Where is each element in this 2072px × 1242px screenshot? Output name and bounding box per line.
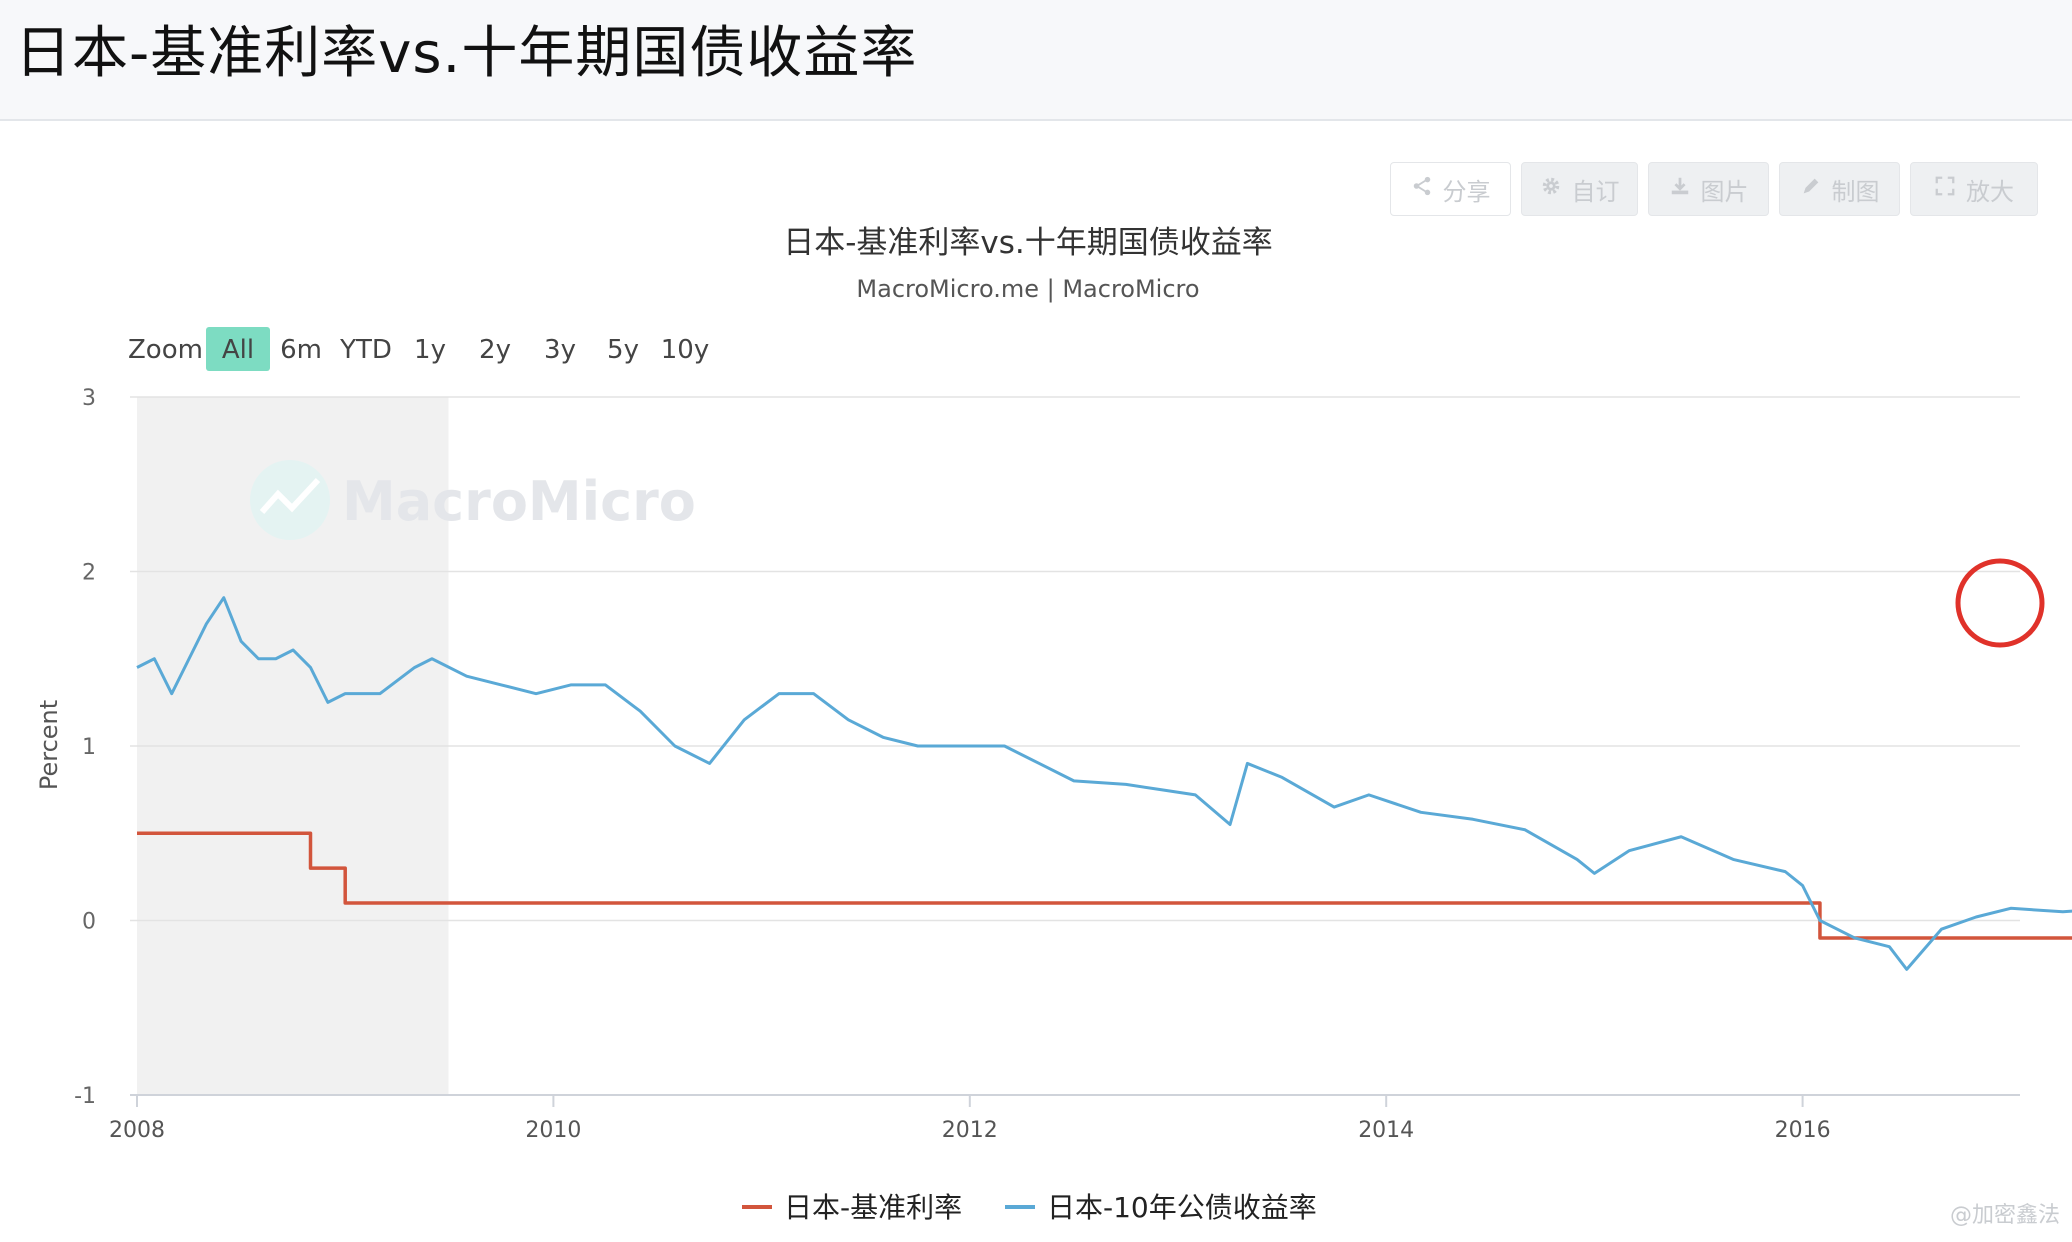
gear-icon — [1540, 175, 1562, 203]
image-button[interactable]: 图片 — [1648, 162, 1769, 216]
expand-icon — [1934, 175, 1956, 203]
zoom-option-10y[interactable]: 10y — [653, 327, 717, 371]
zoom-option-label: All — [222, 335, 254, 365]
draw-button[interactable]: 制图 — [1779, 162, 1900, 216]
y-tick-label: 0 — [82, 910, 96, 935]
series — [136, 596, 2072, 971]
series-line-0 — [137, 831, 2072, 940]
y-tick-label: 2 — [82, 561, 96, 586]
highlight-circle — [1955, 558, 2045, 648]
watermark-logo-mark — [259, 477, 321, 514]
zoom-label: Zoom — [128, 335, 203, 365]
zoom-option-3y[interactable]: 3y — [528, 327, 592, 371]
axes: -101232008201020122014201620182020202220… — [74, 386, 2020, 1143]
y-tick-label: 1 — [82, 735, 96, 760]
zoom-option-label: 5y — [607, 335, 639, 365]
legend-label: 日本-10年公债收益率 — [1047, 1191, 1317, 1224]
zoom-label: 放大 — [1966, 177, 2014, 206]
watermark-text: MacroMicro — [342, 470, 696, 533]
y-tick-label: -1 — [74, 1084, 96, 1109]
page-header: 日本-基准利率vs.十年期国债收益率 — [0, 0, 2072, 121]
zoom-option-2y[interactable]: 2y — [463, 327, 527, 371]
zoom-option-all[interactable]: All — [206, 327, 270, 371]
watermark: MacroMicro — [250, 460, 696, 540]
x-tick-label: 2008 — [109, 1118, 165, 1143]
watermark-logo-icon — [250, 460, 330, 540]
zoom-option-ytd[interactable]: YTD — [334, 327, 398, 371]
page-title: 日本-基准利率vs.十年期国债收益率 — [15, 21, 918, 86]
x-tick-label: 2014 — [1358, 1118, 1414, 1143]
customize-button[interactable]: 自订 — [1521, 162, 1638, 216]
zoom-option-label: 3y — [544, 335, 576, 365]
x-tick-label: 2012 — [942, 1118, 998, 1143]
series-line-1 — [136, 596, 2072, 971]
zoom-option-label: 10y — [661, 335, 709, 365]
legend-item-0[interactable]: 日本-基准利率 — [742, 1191, 962, 1224]
share-icon — [1411, 175, 1433, 203]
customize-label: 自订 — [1571, 177, 1620, 206]
zoom-option-label: 2y — [479, 335, 511, 365]
legend-item-1[interactable]: 日本-10年公债收益率 — [1005, 1191, 1317, 1224]
y-tick-label: 3 — [82, 386, 96, 411]
zoom-option-label: 6m — [280, 335, 322, 365]
zoom-option-bg — [206, 327, 270, 371]
legend-label: 日本-基准利率 — [784, 1191, 962, 1224]
y-axis-label: Percent — [35, 700, 63, 790]
x-tick-label: 2016 — [1775, 1118, 1831, 1143]
legend: 日本-基准利率 日本-10年公债收益率 — [742, 1191, 1317, 1224]
share-label: 分享 — [1442, 177, 1491, 206]
corner-watermark: @加密鑫法 — [1950, 1203, 2060, 1228]
zoom-option-5y[interactable]: 5y — [591, 327, 655, 371]
share-button[interactable]: 分享 — [1390, 162, 1511, 216]
zoom-selector: Zoom All 6m YTD 1y 2y 3y 5y 10y — [128, 327, 717, 371]
zoom-option-label: YTD — [339, 335, 392, 365]
download-icon — [1669, 175, 1691, 203]
draw-label: 制图 — [1831, 177, 1880, 206]
zoom-option-6m[interactable]: 6m — [269, 327, 333, 371]
chart-subtitle: MacroMicro.me | MacroMicro — [856, 275, 1199, 303]
zoom-option-label: 1y — [414, 335, 446, 365]
x-tick-label: 2010 — [525, 1118, 581, 1143]
image-label: 图片 — [1700, 177, 1749, 206]
zoom-option-1y[interactable]: 1y — [398, 327, 462, 371]
chart-title: 日本-基准利率vs.十年期国债收益率 — [783, 225, 1273, 261]
pencil-icon — [1800, 175, 1822, 203]
zoom-button[interactable]: 放大 — [1910, 162, 2038, 216]
